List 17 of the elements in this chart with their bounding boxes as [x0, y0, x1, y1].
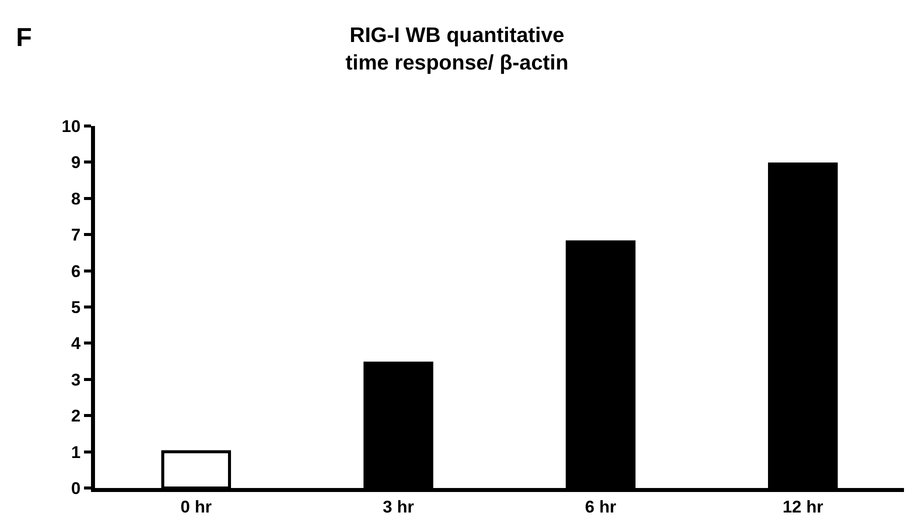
text: F [16, 22, 32, 52]
chart-title: RIG-I WB quantitative time response/ β-actin [346, 24, 568, 74]
y-tick-label: 6 [71, 262, 81, 281]
x-tick-label: 0 hr [180, 497, 212, 516]
x-tick-label: 3 hr [382, 497, 414, 516]
y-tick-label: 7 [71, 226, 81, 245]
y-tick-label: 2 [71, 406, 81, 426]
y-tick-label: 3 [71, 370, 81, 390]
y-tick-label: 0 [71, 478, 81, 498]
y-tick-label: 9 [71, 153, 81, 172]
y-tick-label: 10 [62, 116, 81, 136]
y-tick-label: 5 [71, 298, 81, 317]
x-tick-label: 6 hr [585, 497, 617, 516]
y-tick-label: 4 [71, 334, 82, 354]
y-tick-label: 1 [71, 442, 81, 462]
y-tick-label: 8 [71, 189, 81, 208]
x-tick-label: 12 hr [782, 497, 824, 516]
